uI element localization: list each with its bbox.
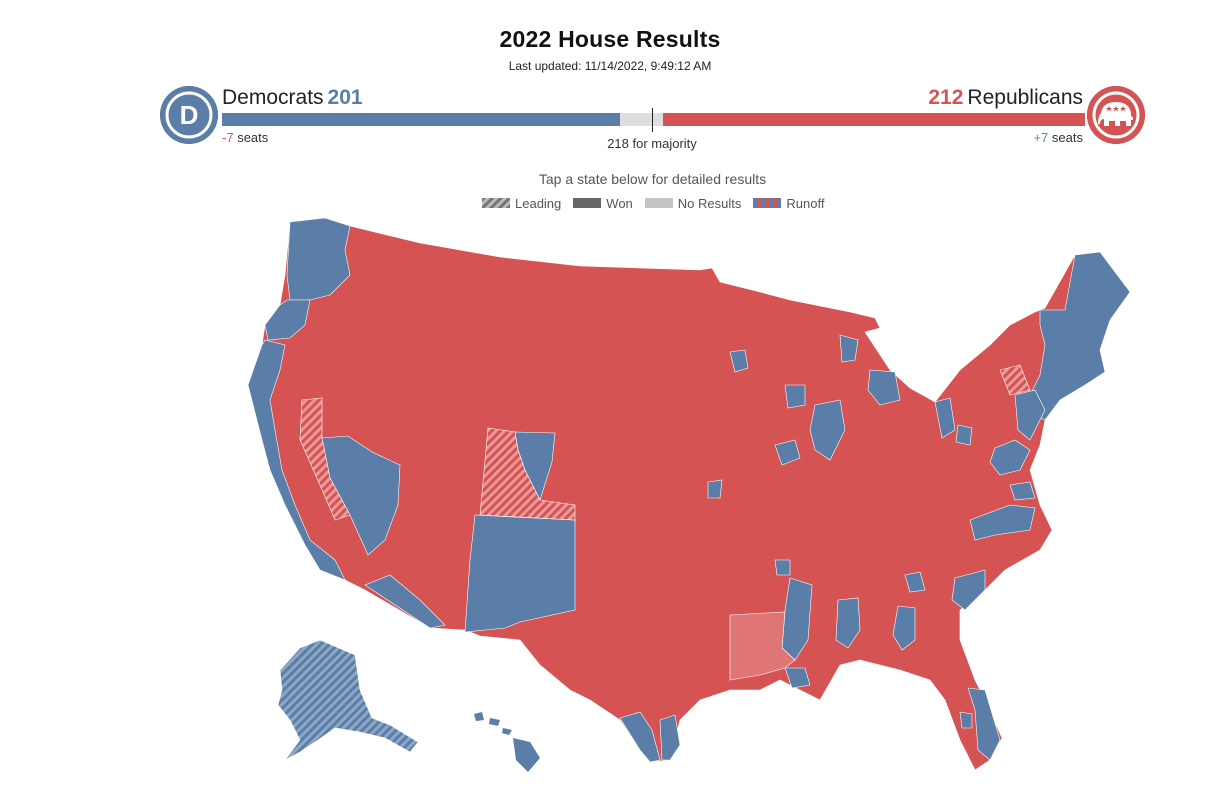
district-nc-central[interactable]	[969, 504, 1036, 541]
district-az-south[interactable]	[364, 574, 446, 629]
legend-leading-label: Leading	[515, 195, 562, 211]
legend-runoff-label: Runoff	[786, 195, 825, 211]
legend-won: Won	[573, 196, 633, 211]
legend-runoff-swatch	[753, 198, 782, 208]
district-va-norfolk[interactable]	[1009, 481, 1036, 501]
elephant-icon	[1087, 86, 1145, 144]
majority-marker	[652, 108, 653, 132]
last-updated-value: 11/14/2022, 9:49:12 AM	[584, 59, 712, 73]
democratic-districts	[247, 217, 1131, 763]
district-ny-leading[interactable]	[999, 364, 1031, 396]
district-wi-madison[interactable]	[784, 384, 806, 409]
democrat-logo-icon: D	[160, 86, 218, 144]
last-updated: Last updated: 11/14/2022, 9:49:12 AM	[0, 59, 1220, 73]
legend-no-results: No Results	[644, 195, 742, 211]
legend-leading: Leading	[482, 196, 561, 211]
district-mo-stl[interactable]	[774, 439, 801, 466]
democrats-seat-count: 201	[327, 86, 363, 109]
map-legend: Leading Won No Results Runoff	[482, 195, 836, 211]
republicans-label: 212 Republicans	[928, 86, 1083, 110]
democrats-label: Democrats 201	[222, 86, 363, 110]
legend-no-results-swatch	[644, 198, 673, 208]
legend-won-label: Won	[606, 195, 633, 211]
district-tx-coast[interactable]	[659, 714, 681, 761]
district-co-leading[interactable]	[479, 427, 576, 521]
republicans-change-unit: seats	[1051, 130, 1083, 145]
district-sc-central[interactable]	[951, 569, 986, 611]
democrat-badge-letter: D	[180, 100, 199, 130]
district-la-neworleans[interactable]	[784, 667, 811, 689]
map-instruction: Tap a state below for detailed results	[538, 171, 767, 187]
district-mo-kc[interactable]	[707, 479, 723, 499]
district-mi-north[interactable]	[839, 334, 859, 363]
page-title: 2022 House Results	[499, 26, 721, 52]
republicans-seat-count: 212	[928, 86, 964, 109]
district-fl-tampa[interactable]	[959, 711, 973, 729]
legend-leading-swatch	[482, 198, 510, 208]
democrats-name: Democrats	[222, 86, 324, 109]
legend-won-swatch	[573, 198, 602, 208]
seat-bar-no-results	[620, 113, 663, 126]
democrat-d-icon: D	[160, 86, 218, 144]
majority-label: 218 for majority	[607, 136, 697, 151]
district-ny-city[interactable]	[1014, 389, 1046, 441]
district-nm[interactable]	[464, 514, 576, 633]
district-al-central[interactable]	[835, 597, 861, 649]
democrats-change-unit: seats	[237, 130, 269, 145]
district-mi-east[interactable]	[867, 369, 901, 406]
district-il-chicago[interactable]	[809, 399, 846, 461]
district-tn-memphis[interactable]	[774, 559, 791, 576]
district-northeast[interactable]	[1029, 251, 1131, 421]
district-oh-cleveland[interactable]	[934, 397, 956, 439]
democrats-seat-change: -7 seats	[222, 130, 268, 145]
district-va-dc[interactable]	[989, 439, 1031, 476]
republican-logo-icon	[1087, 86, 1145, 144]
district-ga-atlanta[interactable]	[904, 571, 926, 593]
legend-runoff: Runoff	[753, 196, 824, 211]
district-ga-sw[interactable]	[892, 605, 916, 651]
district-fl-east[interactable]	[967, 687, 1001, 761]
state-alaska[interactable]	[277, 639, 419, 761]
district-mn-metro[interactable]	[729, 349, 749, 373]
last-updated-label: Last updated:	[508, 59, 582, 73]
seat-bar-democrats	[222, 113, 620, 126]
district-ca-coast[interactable]	[247, 339, 346, 581]
district-tx-south[interactable]	[619, 711, 661, 763]
us-house-district-map[interactable]	[170, 215, 1170, 785]
state-hawaii[interactable]	[474, 712, 540, 772]
seat-bar-republicans	[663, 113, 1085, 126]
district-or-west[interactable]	[264, 299, 311, 341]
district-la-leading[interactable]	[729, 611, 796, 681]
republicans-name: Republicans	[967, 86, 1083, 109]
republicans-change-value: +7	[1033, 130, 1049, 145]
district-wa-west[interactable]	[286, 217, 351, 301]
republicans-seat-change: +7 seats	[1033, 130, 1083, 145]
legend-no-results-label: No Results	[677, 195, 742, 211]
district-nv-leading[interactable]	[299, 397, 351, 521]
democrats-change-value: -7	[222, 130, 234, 145]
district-pa-pittsburgh[interactable]	[955, 424, 973, 446]
